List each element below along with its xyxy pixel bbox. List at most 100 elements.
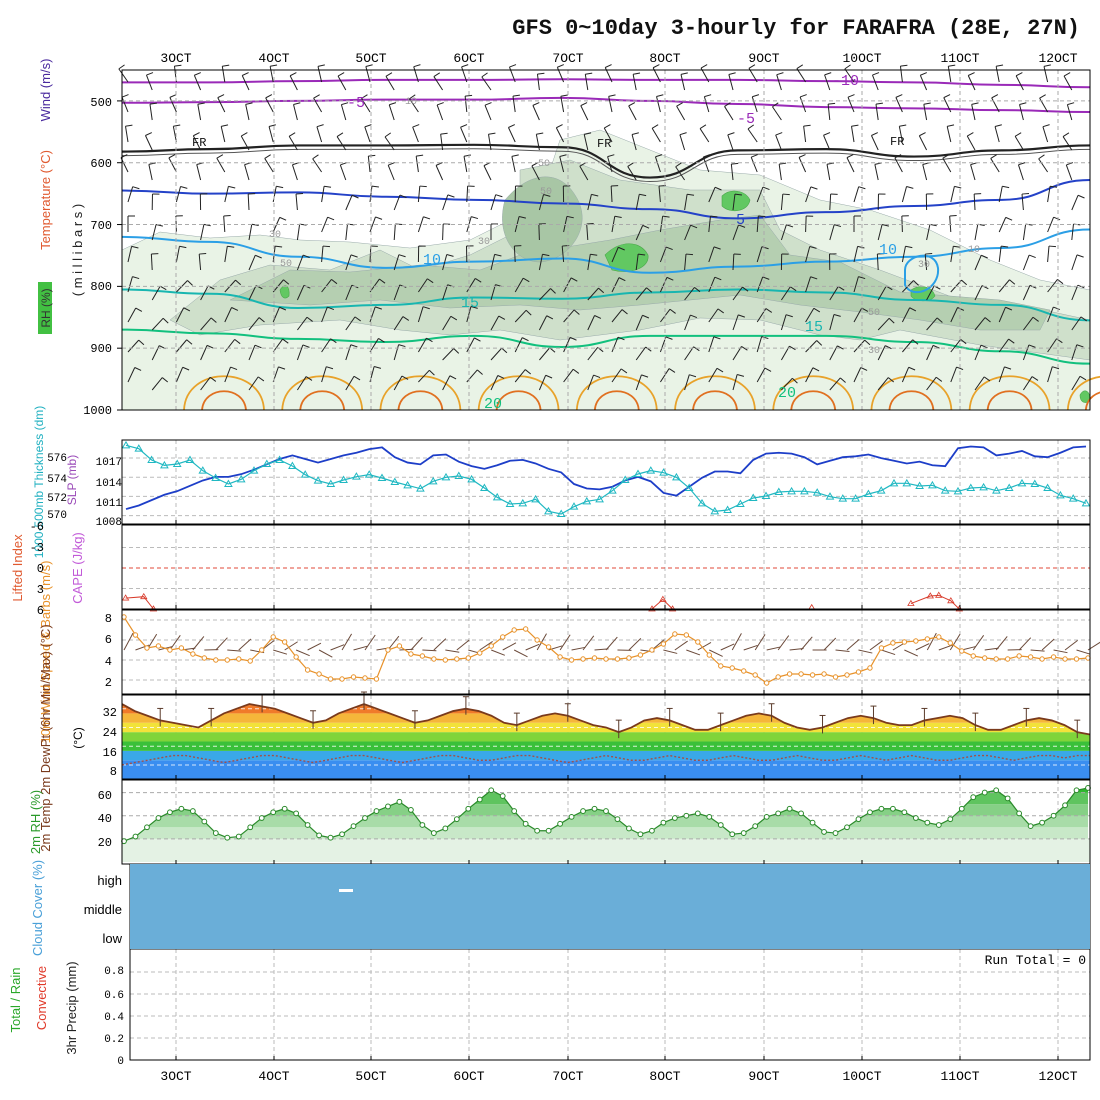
wind-barb-shaft	[321, 279, 332, 293]
lifted-index-label: Lifted Index	[10, 534, 25, 602]
wind10m-speed-marker	[339, 676, 345, 682]
slp-marker	[953, 486, 963, 495]
wind10m-speed-marker	[855, 669, 862, 675]
wind-barb-feather	[471, 216, 479, 220]
rh-contour-label: 30	[868, 346, 880, 357]
slp-marker	[851, 494, 860, 502]
wind-barb	[851, 124, 859, 143]
lifted-index-axis: -6 -3 0 3 6	[30, 520, 44, 618]
wind10m-speed-marker	[672, 631, 678, 637]
wind-barb	[240, 132, 250, 151]
wind-barb	[732, 286, 749, 301]
wind-barb-feather	[463, 154, 472, 157]
upper-air-wind-label: Wind (m/s)	[38, 59, 53, 122]
wind10m-speed-marker	[982, 655, 988, 661]
wind-barb-shaft	[538, 375, 547, 391]
wind-barb	[435, 162, 444, 181]
wind-barb-feather	[449, 375, 457, 380]
slp-marker	[889, 478, 899, 487]
wind-barb-shaft	[393, 316, 404, 331]
wind-barb-shaft	[466, 306, 472, 323]
wind-barb	[950, 245, 961, 263]
rh-marker	[706, 813, 713, 820]
wind-barb-feather	[585, 72, 593, 75]
slp-marker	[211, 473, 220, 481]
precip-convective-label: Convective	[34, 966, 49, 1030]
wind-barb-feather	[693, 346, 700, 352]
slp-marker	[992, 486, 1001, 494]
wind-barb	[679, 132, 687, 151]
wind10m-speed-marker	[798, 671, 804, 677]
wind-barb-feather	[556, 124, 563, 129]
wind-barb-shaft	[463, 156, 468, 173]
wind-barb-feather	[1067, 102, 1075, 106]
wind-barb-feather	[731, 162, 739, 165]
rh-contour-label: 30	[478, 237, 490, 248]
wind-barb-shaft	[611, 309, 623, 323]
wind10m-barb	[697, 642, 712, 651]
wind-barb-shaft	[345, 284, 353, 301]
wind-barb	[732, 374, 745, 391]
wind-barb-shaft	[603, 127, 613, 143]
wind-barb-feather	[813, 307, 821, 313]
wind-barb-feather	[125, 124, 133, 127]
wind-barb-feather	[132, 276, 140, 280]
rh-marker	[717, 822, 724, 828]
wind-barb	[998, 245, 1009, 263]
wind10m-speed-marker	[224, 657, 230, 663]
wind-barb-shaft	[265, 97, 274, 113]
wind-barb	[684, 314, 698, 331]
wind-barb	[651, 124, 661, 143]
slp-marker	[1056, 490, 1065, 499]
wind-barb-feather	[145, 132, 152, 136]
wind-barb-feather	[258, 317, 265, 323]
wind-barb	[369, 338, 385, 353]
wind-barb-feather	[713, 336, 721, 340]
rh-marker	[867, 809, 873, 816]
wind-barb-shaft	[490, 194, 497, 211]
wind-barb	[611, 309, 628, 323]
rh-marker	[316, 832, 322, 839]
wind-barb	[680, 72, 688, 91]
wind-barb-shaft	[563, 368, 574, 383]
wind-barb-feather	[1066, 162, 1074, 166]
precip-total-label: Total / Rain	[8, 967, 23, 1032]
wind-barb-feather	[627, 162, 634, 167]
wind-barb	[514, 369, 532, 383]
rh-marker	[786, 805, 793, 812]
wind-barb	[708, 308, 724, 323]
wind-barb-feather	[762, 276, 770, 280]
pressure-tick-label: 800	[90, 280, 112, 294]
wind-barb-shaft	[224, 246, 228, 263]
wind-barb-feather	[361, 94, 368, 99]
wind-barb	[490, 253, 502, 271]
wind-barb-shaft	[610, 185, 613, 203]
wind-barb-feather	[1019, 102, 1027, 105]
wind-barb	[321, 338, 337, 353]
wind-barb-shaft	[248, 344, 256, 361]
wind-barb-shaft	[1071, 195, 1079, 211]
wind-barb-feather	[159, 285, 167, 291]
wind-barb-feather	[834, 224, 842, 228]
wind-barb	[1065, 162, 1074, 181]
wind-barb-shaft	[507, 127, 516, 143]
wind-barb-feather	[295, 192, 304, 195]
wind10m-barb	[995, 636, 1008, 651]
isotherm-line	[121, 143, 1091, 179]
wind-barb-feather	[371, 185, 379, 188]
wind10m-barb	[731, 633, 742, 651]
wind-barb-feather	[279, 306, 287, 311]
wind-barb-shaft	[756, 276, 764, 293]
wind-barb	[224, 366, 238, 383]
wind-barb	[321, 245, 331, 263]
wind-barb	[1015, 72, 1024, 91]
wind-barb-feather	[984, 317, 991, 323]
wind10m-speed-marker	[511, 627, 517, 633]
wind-barb-shaft	[684, 346, 694, 361]
wind10m-barb	[720, 643, 735, 651]
wind-barb	[149, 102, 157, 121]
thickness-slp-axis: 576 574 572 570 1017 1014 1011 1008	[47, 453, 122, 529]
rh-marker	[453, 816, 460, 823]
warm-isotherm	[968, 375, 1051, 411]
wind-barb-feather	[669, 308, 676, 314]
